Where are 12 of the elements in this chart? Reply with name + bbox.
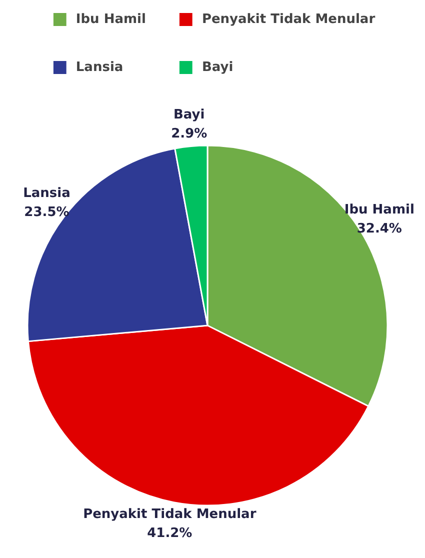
legend-label: Lansia (76, 60, 124, 74)
data-label: 2.9% (171, 126, 208, 142)
legend-label: Bayi (202, 60, 234, 74)
legend-label: Ibu Hamil (76, 12, 146, 26)
slice-label: Lansia (23, 186, 70, 202)
data-label: 23.5% (24, 205, 70, 220)
slice-label: Ibu Hamil (344, 202, 414, 218)
legend-label: Penyakit Tidak Menular (202, 12, 376, 26)
slice-label: Penyakit Tidak Menular (83, 506, 257, 522)
data-label: 32.4% (356, 221, 402, 236)
data-label: 41.2% (147, 526, 192, 541)
slice-label: Bayi (174, 107, 205, 122)
